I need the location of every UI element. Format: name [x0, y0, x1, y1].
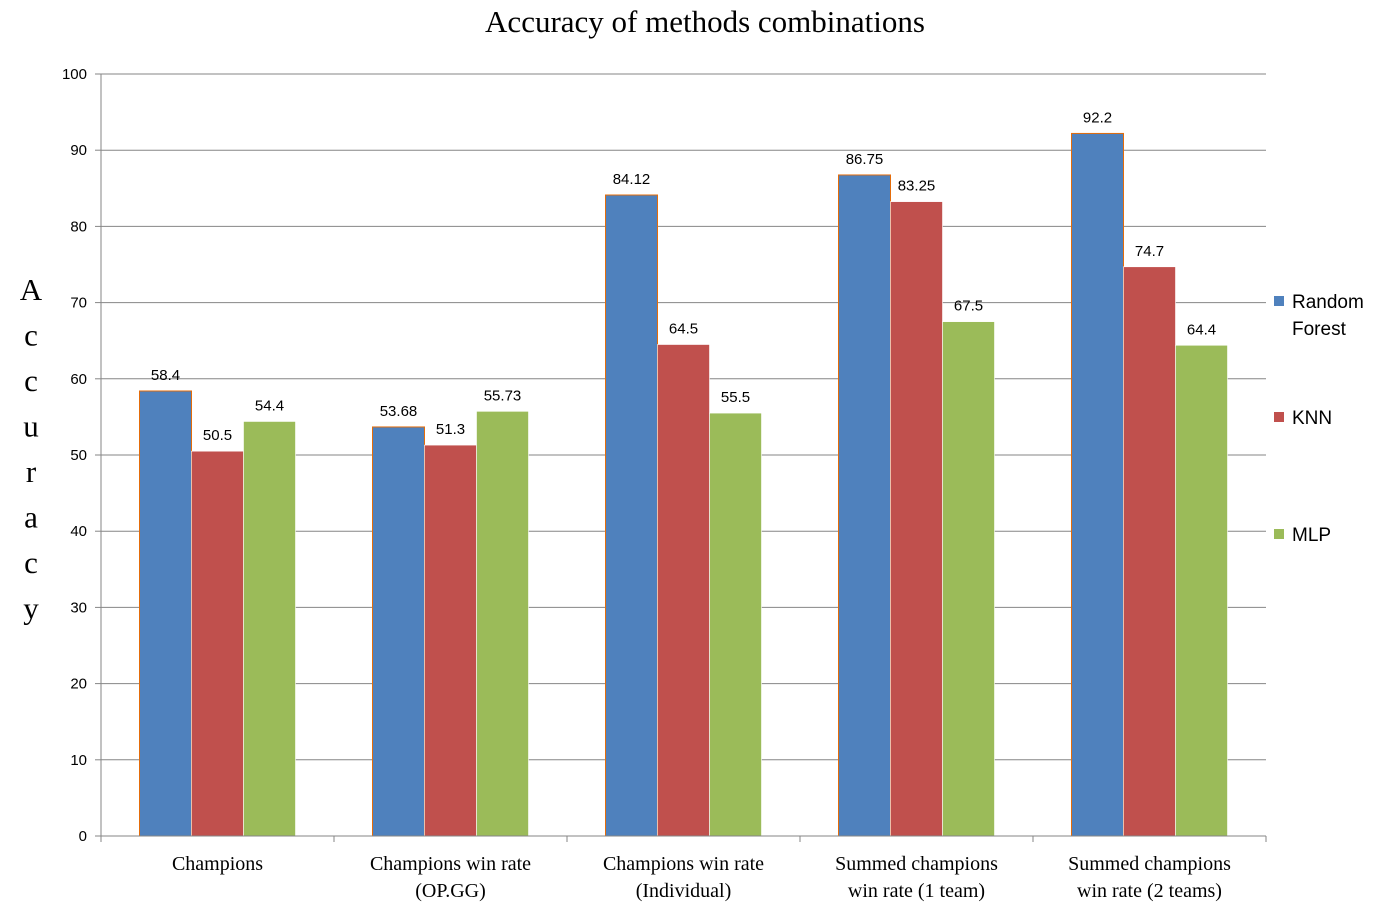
- data-label: 64.4: [1187, 321, 1216, 338]
- chart-title: Accuracy of methods combinations: [485, 4, 925, 39]
- data-label: 55.5: [721, 389, 750, 406]
- x-tick-label: (Individual): [636, 880, 732, 902]
- data-label: 51.3: [436, 421, 465, 438]
- y-axis-label-letter: a: [24, 500, 38, 535]
- y-tick-label: 60: [70, 371, 87, 388]
- x-tick-label: Champions: [172, 853, 263, 875]
- data-label: 53.68: [380, 403, 418, 420]
- x-axis: Champions Champions win rate (OP.GG) Champi…: [100, 835, 1267, 902]
- bar: [191, 450, 244, 837]
- y-axis-label-letter: c: [24, 545, 38, 580]
- y-tick-label: 90: [70, 142, 87, 159]
- data-label: 83.25: [898, 178, 936, 195]
- data-label: 55.73: [484, 387, 522, 404]
- y-axis-label-letter: y: [23, 591, 39, 626]
- y-tick-label: 20: [70, 676, 87, 693]
- legend-label: KNN: [1292, 408, 1332, 429]
- data-label: 92.2: [1083, 109, 1112, 126]
- bar: [942, 321, 995, 837]
- y-axis-label-letter: u: [23, 409, 39, 444]
- y-tick-label: 100: [62, 66, 87, 83]
- bar: [139, 390, 192, 837]
- legend-label: Forest: [1292, 319, 1347, 340]
- bar: [657, 344, 710, 837]
- legend-swatch: [1274, 296, 1284, 306]
- x-tick-label: win rate (1 team): [848, 880, 985, 902]
- y-tick-label: 30: [70, 599, 87, 616]
- y-tick-label: 80: [70, 218, 87, 235]
- bars: [139, 132, 1228, 837]
- y-tick-label: 70: [70, 295, 87, 312]
- x-tick-label: Summed champions: [1068, 853, 1231, 875]
- y-tick-label: 10: [70, 752, 87, 769]
- legend-swatch: [1274, 412, 1284, 422]
- data-label: 58.4: [151, 367, 180, 384]
- legend-label: MLP: [1292, 525, 1331, 546]
- bar: [605, 194, 658, 837]
- y-tick-label: 0: [79, 828, 87, 845]
- y-axis-ticks: 0 10 20 30 40 50 60 70 80 90 100: [62, 66, 87, 845]
- bar: [424, 444, 477, 837]
- y-axis-label-letter: r: [26, 454, 37, 489]
- bar: [372, 426, 425, 837]
- bar: [1123, 266, 1176, 837]
- data-label: 54.4: [255, 397, 284, 414]
- x-tick-label: Summed champions: [835, 853, 998, 875]
- legend-label: Random: [1292, 292, 1364, 313]
- x-tick-label: Champions win rate: [603, 853, 764, 875]
- bar: [1175, 344, 1228, 837]
- y-tick-label: 40: [70, 523, 87, 540]
- y-axis-label: Accuracy: [20, 272, 43, 626]
- bar: [890, 201, 943, 837]
- y-axis-label-letter: A: [20, 272, 43, 307]
- data-label: 67.5: [954, 298, 983, 315]
- x-tick-label: (OP.GG): [415, 880, 486, 902]
- x-tick-label: win rate (2 teams): [1077, 880, 1222, 902]
- y-tick-label: 50: [70, 447, 87, 464]
- bar: [709, 412, 762, 837]
- data-label: 84.12: [613, 171, 651, 188]
- bar: [243, 421, 296, 837]
- data-label: 64.5: [669, 321, 698, 338]
- legend-swatch: [1274, 529, 1284, 539]
- data-label: 74.7: [1135, 243, 1164, 260]
- x-tick-label: Champions win rate: [370, 853, 531, 875]
- bar: [1071, 132, 1124, 837]
- legend: Random Forest KNN MLP: [1274, 292, 1364, 546]
- data-label: 86.75: [846, 151, 884, 168]
- bar: [476, 411, 529, 837]
- data-label: 50.5: [203, 427, 232, 444]
- bar: [838, 174, 891, 837]
- y-axis-label-letter: c: [24, 363, 38, 398]
- data-labels: 58.4 53.68 84.12 86.75 92.2 50.5 51.3 64.5 83.25…: [151, 109, 1216, 444]
- y-axis-label-letter: c: [24, 318, 38, 353]
